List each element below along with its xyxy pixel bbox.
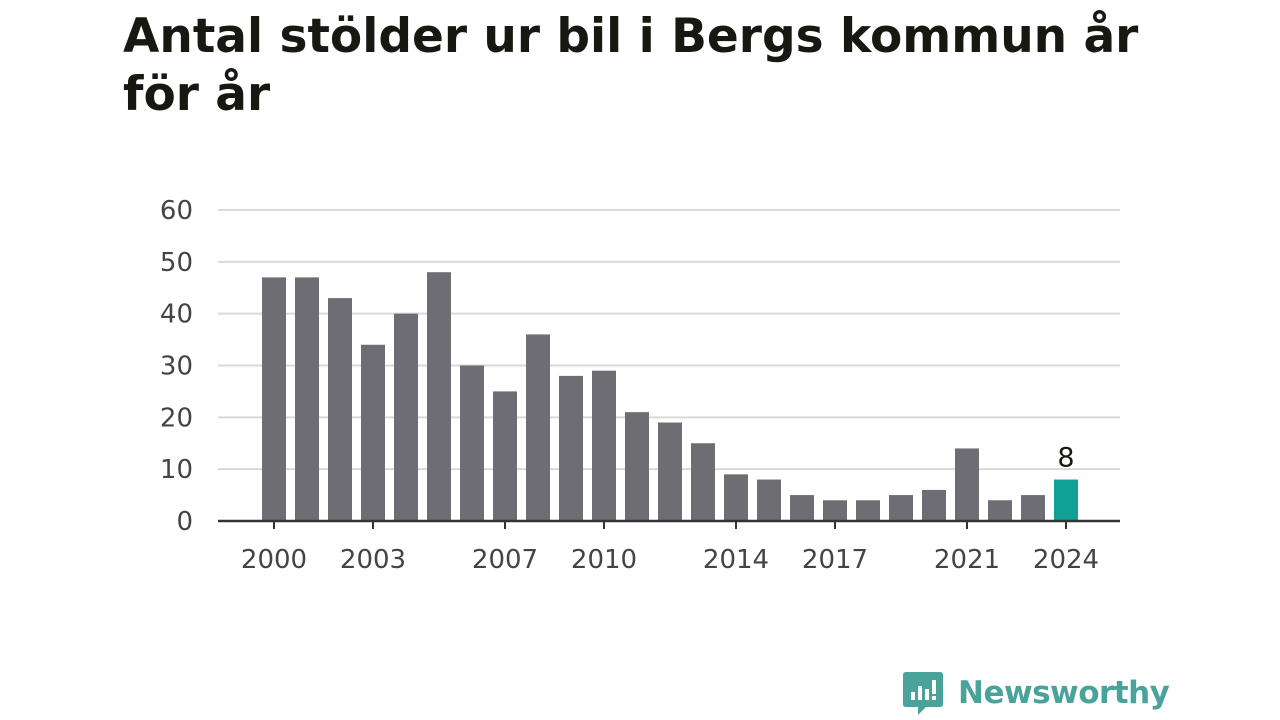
bar-2000 (262, 277, 286, 521)
bar-2017 (823, 500, 847, 521)
bars (262, 272, 1078, 521)
bar-2016 (790, 495, 814, 521)
bar-2010 (592, 370, 616, 521)
x-tick-label: 2010 (571, 545, 637, 575)
data-labels: 8 (1057, 443, 1074, 474)
bar-2001 (295, 277, 319, 521)
bar-2019 (889, 495, 913, 521)
y-tick-label: 20 (160, 403, 193, 433)
bar-2008 (526, 334, 550, 521)
bar-2011 (625, 412, 649, 521)
bar-2024 (1054, 479, 1078, 521)
x-tick-label: 2000 (241, 545, 307, 575)
bar-2020 (922, 489, 946, 521)
bar-2022 (988, 500, 1012, 521)
x-tick-label: 2007 (472, 545, 538, 575)
brand-name: Newsworthy (958, 675, 1170, 711)
chart-title: Antal stölder ur bil i Bergs kommun år f… (123, 9, 1139, 122)
y-tick-label: 10 (160, 455, 193, 485)
y-axis: 0 10 20 30 40 50 60 (160, 196, 193, 537)
bar-2023 (1021, 495, 1045, 521)
bar-2005 (427, 272, 451, 521)
x-tick-label: 2021 (934, 545, 1000, 575)
y-tick-label: 30 (160, 352, 193, 382)
x-tick-label: 2024 (1033, 545, 1099, 575)
bar-2002 (328, 298, 352, 521)
x-axis (218, 519, 1120, 529)
y-tick-label: 50 (160, 248, 193, 278)
bar-2014 (724, 474, 748, 521)
y-tick-label: 0 (176, 507, 193, 537)
data-label-2024: 8 (1057, 443, 1074, 474)
newsworthy-logo: Newsworthy (902, 670, 1170, 716)
x-tick-label: 2017 (802, 545, 868, 575)
bar-2004 (394, 313, 418, 521)
bar-2012 (658, 422, 682, 521)
y-tick-label: 60 (160, 196, 193, 226)
bar-2003 (361, 344, 385, 521)
bar-2021 (955, 448, 979, 521)
bar-2009 (559, 375, 583, 521)
bar-2018 (856, 500, 880, 521)
newsworthy-icon (903, 672, 943, 715)
bar-2013 (691, 443, 715, 521)
x-tick-label: 2014 (703, 545, 769, 575)
y-tick-label: 40 (160, 300, 193, 330)
bar-2006 (460, 365, 484, 521)
x-tick-labels: 2000 2003 2007 2010 2014 2017 2021 2024 (241, 545, 1099, 575)
x-tick-label: 2003 (340, 545, 406, 575)
bar-2015 (757, 479, 781, 521)
bar-2007 (493, 391, 517, 521)
